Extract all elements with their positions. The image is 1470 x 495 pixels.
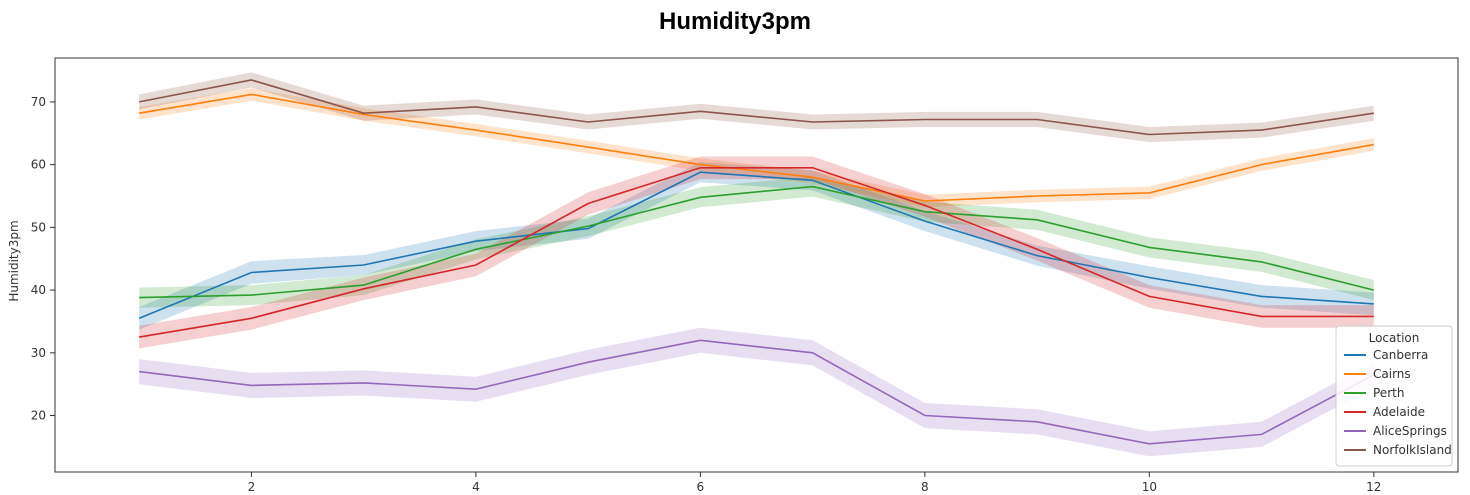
band-alicesprings (139, 327, 1374, 457)
legend-label-cairns: Cairns (1373, 367, 1411, 381)
legend: Location Canberra Cairns Perth Adelaide Alice… (1335, 325, 1453, 467)
x-axis: 2 4 6 8 10 12 (248, 472, 1381, 494)
chart-title: Humidity3pm (658, 8, 811, 35)
x-tick-label: 12 (1366, 480, 1381, 494)
series-line-alicesprings (139, 339, 1375, 445)
confidence-bands (139, 72, 1374, 457)
x-tick-label: 2 (248, 480, 256, 494)
series-line-adelaide (139, 167, 1374, 338)
x-tick-label: 6 (697, 480, 705, 494)
legend-label-perth: Perth (1373, 386, 1404, 400)
legend-label-adelaide: Adelaide (1373, 405, 1425, 419)
series-line-canberra (138, 171, 1374, 320)
series-lines (138, 79, 1375, 445)
band-cairns (139, 88, 1374, 208)
y-tick-label: 60 (31, 158, 46, 172)
series-line-perth (139, 185, 1374, 299)
legend-label-canberra: Canberra (1373, 348, 1428, 362)
legend-title: Location (1369, 331, 1420, 345)
legend-label-norfolkisland: NorfolkIsland (1373, 443, 1452, 457)
x-tick-label: 4 (472, 480, 480, 494)
band-norfolkisland (139, 72, 1374, 143)
y-tick-label: 20 (31, 409, 46, 423)
series-line-norfolkisland (139, 79, 1374, 136)
y-tick-label: 70 (31, 95, 46, 109)
y-tick-label: 40 (31, 283, 46, 297)
y-axis: 20 30 40 50 60 70 (31, 95, 55, 423)
x-tick-label: 8 (921, 480, 929, 494)
x-tick-label: 10 (1142, 480, 1157, 494)
y-tick-label: 30 (31, 346, 46, 360)
series-line-cairns (139, 93, 1374, 202)
y-tick-label: 50 (31, 220, 46, 234)
legend-label-alicesprings: AliceSprings (1373, 424, 1447, 438)
plot-frame (54, 57, 1459, 473)
y-axis-label: Humidity3pm (7, 220, 21, 301)
